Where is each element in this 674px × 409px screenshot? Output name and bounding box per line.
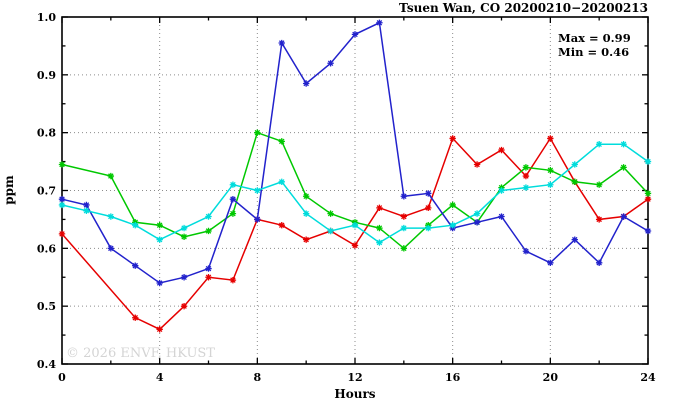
min-value-label: Min = 0.46 — [558, 45, 629, 59]
x-tick-label: 0 — [58, 371, 66, 384]
x-tick-label: 4 — [156, 371, 164, 384]
y-tick-label: 0.5 — [37, 300, 56, 313]
series-cyan — [58, 141, 652, 246]
x-tick-label: 8 — [254, 371, 262, 384]
series-red-markers — [58, 135, 652, 333]
y-tick-label: 0.4 — [37, 358, 56, 371]
series-green-line — [61, 131, 649, 250]
y-tick-label: 0.8 — [37, 127, 56, 140]
y-tick-label: 0.9 — [37, 69, 56, 82]
x-tick-label: 12 — [347, 371, 362, 384]
series-red — [58, 135, 652, 333]
y-tick-label: 1.0 — [37, 11, 56, 24]
x-tick-label: 24 — [640, 371, 656, 384]
y-axis-title: ppm — [2, 175, 16, 205]
y-tick-label: 0.6 — [37, 242, 56, 255]
y-tick-label: 0.7 — [37, 185, 56, 198]
x-axis-title: Hours — [334, 387, 375, 401]
watermark-text: © 2026 ENVF, HKUST — [66, 346, 215, 361]
max-value-label: Max = 0.99 — [558, 31, 631, 45]
plot-area: 0.4 0.5 0.6 0.7 0.8 0.9 1.0 0 4 8 12 16 20 24 — [37, 11, 656, 384]
x-tick-label: 20 — [543, 371, 559, 384]
series-cyan-markers — [58, 141, 652, 246]
chart-title: Tsuen Wan, CO 20200210−20200213 — [399, 1, 648, 15]
x-tick-label: 16 — [445, 371, 461, 384]
